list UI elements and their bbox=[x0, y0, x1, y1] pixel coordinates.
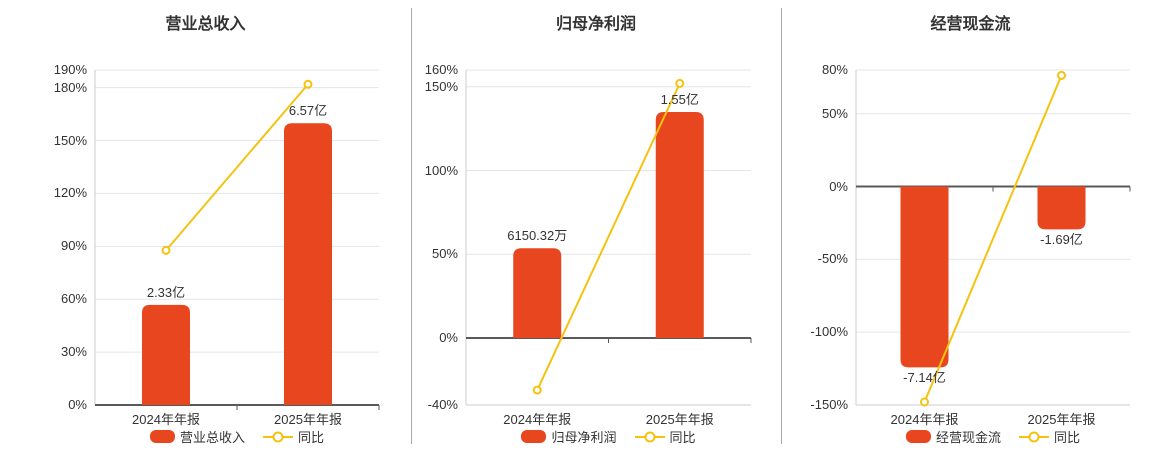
legend-item-bar-series[interactable]: 营业总收入 bbox=[149, 427, 245, 446]
panel-operating-cash-flow: 经营现金流 经营现金流 同比 bbox=[781, 0, 1160, 450]
legend: 营业总收入 同比 bbox=[95, 427, 379, 446]
legend-label: 同比 bbox=[298, 430, 325, 445]
panel-operating-revenue: 营业总收入 营业总收入 同比 bbox=[0, 0, 411, 450]
bar-series-swatch-icon bbox=[905, 430, 931, 443]
yoy-line-marker bbox=[532, 385, 542, 395]
line-series-icon bbox=[263, 431, 293, 442]
bar-series-swatch-icon bbox=[521, 430, 547, 443]
bar-2025年年报 bbox=[284, 123, 332, 405]
line-series-icon bbox=[1019, 431, 1049, 442]
yoy-line-marker bbox=[303, 79, 313, 89]
yoy-line-marker bbox=[1057, 70, 1066, 80]
legend-label: 同比 bbox=[669, 430, 696, 445]
bar-series-swatch-icon bbox=[149, 430, 175, 443]
panel-divider bbox=[411, 8, 412, 444]
panel-divider bbox=[781, 8, 782, 444]
yoy-line-marker bbox=[675, 78, 685, 88]
bar-2024年年报 bbox=[513, 248, 562, 338]
legend-item-line-series[interactable]: 同比 bbox=[634, 427, 696, 446]
legend-item-line-series[interactable]: 同比 bbox=[263, 427, 324, 446]
bar-2025年年报 bbox=[1037, 186, 1086, 230]
chart-title: 经营现金流 bbox=[930, 16, 1011, 33]
bar-2024年年报 bbox=[900, 186, 949, 368]
legend-label: 同比 bbox=[1054, 430, 1081, 445]
legend-label: 归母净利润 bbox=[551, 430, 617, 445]
chart-title: 归母净利润 bbox=[555, 16, 636, 33]
yoy-line bbox=[165, 83, 309, 252]
legend-label: 营业总收入 bbox=[179, 430, 245, 445]
panel-net-profit: 归母净利润 归母净利润 同比 bbox=[411, 0, 781, 450]
yoy-line-marker bbox=[920, 397, 929, 407]
legend-item-bar-series[interactable]: 归母净利润 bbox=[521, 427, 617, 446]
yoy-line bbox=[923, 75, 1063, 403]
bar-2024年年报 bbox=[142, 304, 190, 405]
yoy-line bbox=[536, 82, 681, 391]
line-series-icon bbox=[634, 431, 665, 442]
bar-2025年年报 bbox=[655, 112, 704, 338]
legend: 归母净利润 同比 bbox=[466, 427, 751, 446]
yoy-line-marker bbox=[161, 245, 171, 255]
legend: 经营现金流 同比 bbox=[856, 427, 1130, 446]
chart-title: 营业总收入 bbox=[165, 16, 246, 33]
legend-label: 经营现金流 bbox=[935, 430, 1001, 445]
legend-item-line-series[interactable]: 同比 bbox=[1019, 427, 1080, 446]
legend-item-bar-series[interactable]: 经营现金流 bbox=[905, 427, 1001, 446]
